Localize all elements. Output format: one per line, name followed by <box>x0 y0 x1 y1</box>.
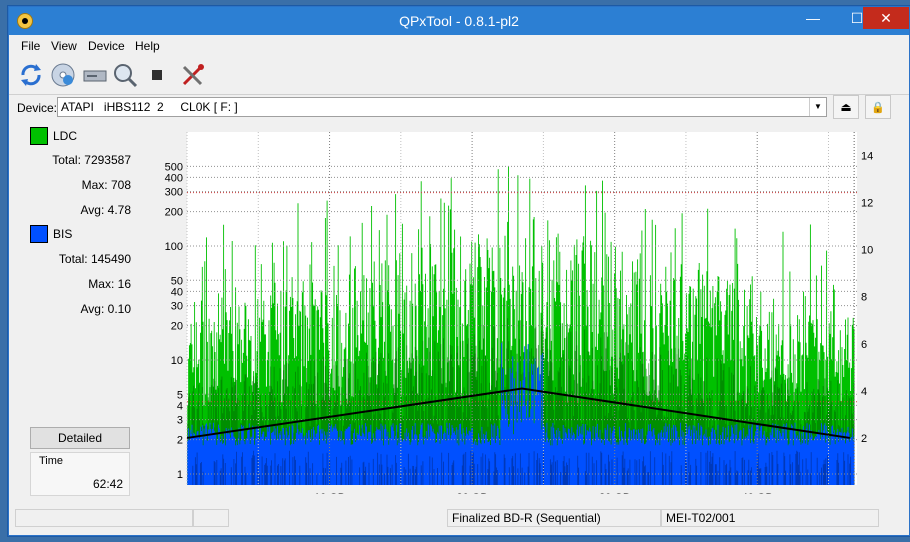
y-left-tick-label: 500 <box>165 161 183 173</box>
ldc-max: Max: 708 <box>81 178 131 192</box>
ldc-total: Total: 7293587 <box>52 153 131 167</box>
stats-panel: LDC Total: 7293587 Max: 708 Avg: 4.78 BI… <box>27 125 133 495</box>
x-tick-label: 40 GB <box>742 492 773 494</box>
y-right-tick-label: 2 <box>861 433 867 445</box>
eject-icon: ⏏ <box>840 100 852 114</box>
y-left-tick-label: 20 <box>171 321 183 333</box>
device-bar: Device: ATAPI iHBS112 2 CL0K [ F: ] ▼ ⏏ … <box>9 94 909 121</box>
menu-device[interactable]: Device <box>88 39 125 53</box>
time-label: Time <box>39 455 64 467</box>
status-bar: Finalized BD-R (Sequential) MEI-T02/001 <box>9 507 909 529</box>
maximize-button[interactable]: ☐ <box>850 10 864 26</box>
y-right-tick-label: 8 <box>861 292 867 304</box>
toolbar <box>9 57 909 93</box>
y-right-tick-label: 10 <box>861 245 873 257</box>
menu-view[interactable]: View <box>51 39 77 53</box>
y-left-tick-label: 200 <box>165 207 183 219</box>
bis-max: Max: 16 <box>88 277 131 291</box>
y-left-tick-label: 300 <box>165 187 183 199</box>
refresh-icon[interactable] <box>17 61 45 89</box>
app-window: QPxTool - 0.8.1-pl2 — ☐ ✕ File View Devi… <box>8 6 910 536</box>
minimize-button[interactable]: — <box>806 10 820 26</box>
eject-button[interactable]: ⏏ <box>833 95 859 119</box>
menu-file[interactable]: File <box>21 39 41 53</box>
y-left-tick-label: 100 <box>165 241 183 253</box>
scan-icon[interactable] <box>111 61 139 89</box>
window-title: QPxTool - 0.8.1-pl2 <box>399 13 519 29</box>
ldc-legend-label: LDC <box>53 129 78 143</box>
ldc-avg: Avg: 4.78 <box>80 203 132 217</box>
y-left-tick-label: 5 <box>177 389 183 401</box>
status-media-id: MEI-T02/001 <box>661 509 879 527</box>
x-tick-label: 10 GB <box>314 492 345 494</box>
y-left-tick-label: 10 <box>171 355 183 367</box>
ldc-color-swatch <box>30 127 48 145</box>
bis-legend-label: BIS <box>53 227 73 241</box>
x-tick-label: 30 GB <box>599 492 630 494</box>
drive-icon[interactable] <box>81 61 109 89</box>
bis-avg: Avg: 0.10 <box>80 302 132 316</box>
status-media-type: Finalized BD-R (Sequential) <box>447 509 661 527</box>
y-right-tick-label: 4 <box>861 386 867 398</box>
tools-icon[interactable] <box>179 61 207 89</box>
chevron-down-icon[interactable]: ▼ <box>809 98 826 116</box>
status-cell-2 <box>193 509 229 527</box>
y-left-tick-label: 2 <box>177 435 183 447</box>
y-left-tick-label: 3 <box>177 415 183 427</box>
y-left-tick-label: 40 <box>171 286 183 298</box>
detailed-button[interactable]: Detailed <box>30 427 130 449</box>
bis-total: Total: 145490 <box>58 252 131 266</box>
app-logo-icon <box>17 13 33 29</box>
device-label: Device: <box>17 101 58 115</box>
menu-bar: File View Device Help <box>9 35 909 57</box>
x-tick-label: 20 GB <box>457 492 488 494</box>
time-box: Time 62:42 <box>30 452 130 496</box>
speed-line <box>186 387 851 439</box>
device-selected-value: ATAPI iHBS112 2 CL0K [ F: ] <box>61 100 238 114</box>
lock-button[interactable]: 🔒 <box>865 95 891 119</box>
close-button[interactable]: ✕ <box>863 7 909 29</box>
y-right-tick-label: 12 <box>861 198 873 210</box>
y-left-tick-label: 4 <box>177 400 183 412</box>
y-right-tick-label: 14 <box>861 151 873 163</box>
bis-color-swatch <box>30 225 48 243</box>
y-left-tick-label: 50 <box>171 275 183 287</box>
lock-icon: 🔒 <box>871 102 885 114</box>
stop-icon[interactable] <box>143 61 171 89</box>
y-left-tick-label: 1 <box>177 469 183 481</box>
disc-info-icon[interactable] <box>49 61 77 89</box>
y-left-tick-label: 400 <box>165 172 183 184</box>
ldc-bis-chart: 1234510203040501002003004005002468101214… <box>165 132 873 494</box>
time-value: 62:42 <box>92 477 123 491</box>
title-bar[interactable]: QPxTool - 0.8.1-pl2 — ☐ ✕ <box>9 7 909 35</box>
y-left-tick-label: 30 <box>171 301 183 313</box>
status-cell-1 <box>15 509 193 527</box>
menu-help[interactable]: Help <box>135 39 160 53</box>
device-select[interactable]: ATAPI iHBS112 2 CL0K [ F: ] ▼ <box>57 97 827 117</box>
y-right-tick-label: 6 <box>861 339 867 351</box>
